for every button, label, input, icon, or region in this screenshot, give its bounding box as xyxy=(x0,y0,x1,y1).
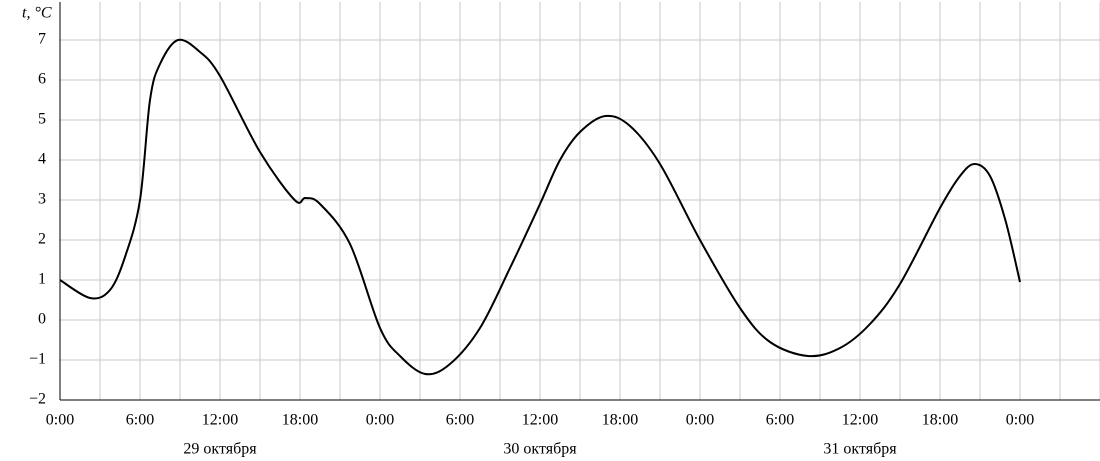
x-tick-label: 12:00 xyxy=(202,412,238,429)
x-tick-label: 0:00 xyxy=(1006,412,1034,429)
day-label: 30 октября xyxy=(503,441,577,458)
x-tick-label: 18:00 xyxy=(282,412,318,429)
y-tick-label: 7 xyxy=(38,31,46,48)
x-tick-label: 12:00 xyxy=(842,412,878,429)
y-tick-label: 4 xyxy=(38,151,46,168)
y-tick-label: 5 xyxy=(38,111,46,128)
x-tick-label: 6:00 xyxy=(126,412,154,429)
temperature-line xyxy=(59,38,1021,376)
x-tick-label: 0:00 xyxy=(686,412,714,429)
x-tick-label: 0:00 xyxy=(46,412,74,429)
x-tick-label: 6:00 xyxy=(446,412,474,429)
y-tick-label: −1 xyxy=(29,351,46,368)
y-axis-label: t, °C xyxy=(22,5,52,22)
y-tick-label: 6 xyxy=(38,71,46,88)
y-tick-label: 0 xyxy=(38,311,46,328)
y-tick-label: 3 xyxy=(38,191,46,208)
y-tick-label: 1 xyxy=(38,271,46,288)
x-tick-label: 12:00 xyxy=(522,412,558,429)
x-tick-label: 6:00 xyxy=(766,412,794,429)
x-tick-label: 18:00 xyxy=(922,412,958,429)
y-tick-label: 2 xyxy=(38,231,46,248)
day-label: 31 октября xyxy=(823,441,897,458)
x-tick-label: 18:00 xyxy=(602,412,638,429)
x-tick-label: 0:00 xyxy=(366,412,394,429)
day-label: 29 октября xyxy=(183,441,257,458)
y-tick-label: −2 xyxy=(29,391,46,408)
